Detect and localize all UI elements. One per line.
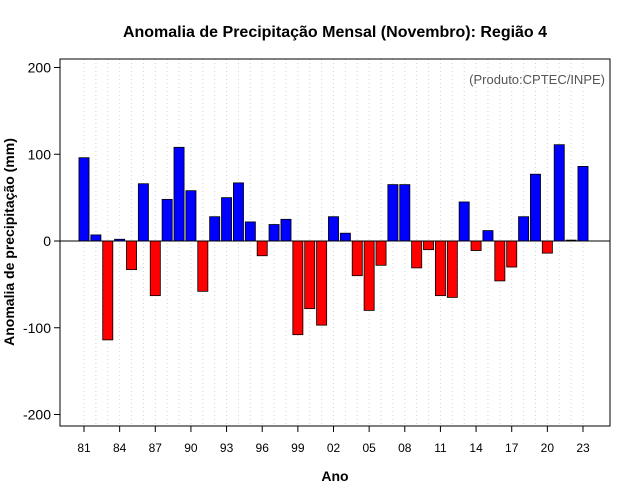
bar-2005 (363, 240, 375, 311)
bar-1987 (149, 240, 161, 297)
bar-1993 (221, 197, 233, 242)
bar-1988 (161, 198, 173, 242)
bar-2011 (434, 240, 446, 297)
bar-1997 (268, 224, 280, 242)
y-tick-label-3: 100 (28, 146, 52, 162)
x-tick-label-2023: 23 (576, 441, 590, 455)
bar-1983 (102, 240, 114, 341)
x-tick-label-2008: 08 (398, 441, 412, 455)
x-axis-label: Ano (321, 468, 348, 484)
bar-1999 (292, 240, 304, 336)
x-tick-label-2017: 17 (505, 441, 519, 455)
bar-1998 (280, 218, 292, 242)
x-tick-label-1990: 90 (184, 441, 198, 455)
bar-2007 (387, 184, 399, 242)
bar-2012 (446, 240, 458, 298)
bar-2003 (339, 232, 351, 242)
bar-2002 (328, 216, 339, 242)
axes (54, 67, 610, 432)
bar-2001 (316, 240, 328, 326)
bar-2008 (399, 184, 411, 242)
x-tick-label-2011: 11 (434, 441, 447, 455)
x-tick-label-1987: 87 (149, 441, 163, 455)
x-tick-label-2014: 14 (469, 441, 483, 455)
y-tick-label-0: -200 (23, 407, 51, 423)
plot-frame (59, 58, 611, 427)
x-tick-label-1993: 93 (220, 441, 234, 455)
bar-1990 (185, 190, 197, 242)
bar-2023 (577, 165, 589, 242)
chart-title: Anomalia de Precipitação Mensal (Novembr… (123, 24, 547, 41)
y-axis-label: Anomalia de precipitação (mm) (1, 138, 17, 346)
bar-2004 (351, 240, 363, 277)
bar-2006 (375, 240, 387, 266)
bar-1986 (137, 183, 149, 242)
y-tick-label-2: 0 (43, 233, 51, 249)
bar-2017 (506, 240, 518, 268)
bar-1991 (197, 240, 209, 292)
x-tick-label-2002: 02 (327, 441, 341, 455)
bar-1982 (90, 234, 102, 242)
bar-1992 (209, 216, 221, 242)
bar-1994 (233, 182, 244, 242)
bar-2015 (482, 230, 494, 242)
x-tick-label-1981: 81 (77, 441, 91, 455)
y-tick-label-1: -100 (23, 320, 51, 336)
x-tick-label-1999: 99 (291, 441, 305, 455)
bar-2020 (541, 240, 553, 254)
bars (78, 144, 589, 341)
y-tick-label-4: 200 (28, 60, 52, 76)
bar-2013 (458, 201, 470, 242)
bar-1989 (173, 146, 185, 242)
bar-2021 (553, 144, 565, 242)
source-note: (Produto:CPTEC/INPE) (469, 72, 605, 87)
bar-2016 (494, 240, 506, 282)
bar-1981 (78, 157, 90, 242)
bar-2009 (411, 240, 423, 269)
bar-2000 (304, 240, 316, 310)
x-tick-label-2020: 20 (541, 441, 555, 455)
bar-2018 (518, 216, 530, 242)
bar-2019 (530, 173, 541, 242)
bar-2010 (423, 240, 434, 251)
bar-1996 (256, 240, 268, 257)
x-tick-label-1984: 84 (113, 441, 127, 455)
tick-labels: -200 -100 0 100 200 81 84 87 90 93 96 99 02 05 08 11 14 1… (23, 60, 590, 456)
bar-2014 (470, 240, 482, 251)
x-tick-label-1996: 96 (256, 441, 270, 455)
bar-1985 (126, 240, 137, 271)
bar-1995 (244, 221, 256, 242)
x-tick-label-2005: 05 (362, 441, 376, 455)
